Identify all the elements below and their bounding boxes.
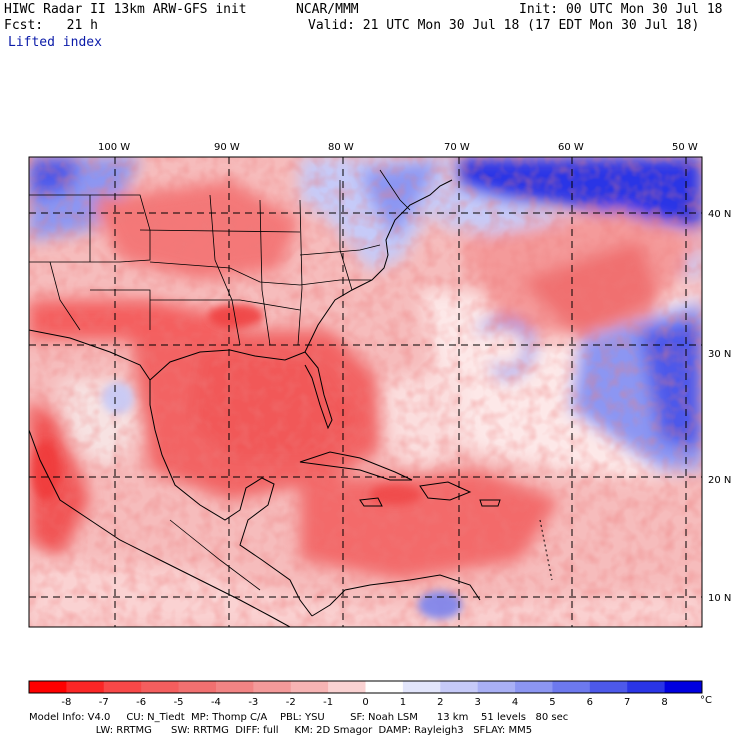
header-title: HIWC Radar II 13km ARW-GFS init — [4, 2, 247, 17]
colorbar-tick-label: -4 — [211, 697, 221, 708]
colorbar-tick-label: -8 — [61, 697, 71, 708]
header-valid: Valid: 21 UTC Mon 30 Jul 18 (17 EDT Mon … — [308, 18, 700, 33]
lon-label: 90 W — [214, 142, 240, 153]
colorbar-swatch — [440, 681, 479, 693]
model-info-line1: Model Info: V4.0 CU: N_Tiedt MP: Thomp C… — [29, 712, 569, 723]
colorbar-swatch — [141, 681, 180, 693]
model-info-line2: LW: RRTMG SW: RRTMG DIFF: full KM: 2D Sm… — [29, 725, 533, 736]
colorbar-unit: °C — [700, 695, 712, 706]
colorbar-swatch — [589, 681, 628, 693]
colorbar-tick-label: 1 — [400, 697, 406, 708]
lon-label: 100 W — [98, 142, 130, 153]
map-field — [29, 157, 702, 627]
colorbar-tick-label: 5 — [549, 697, 555, 708]
lon-label: 50 W — [672, 142, 698, 153]
lat-label: 40 N — [708, 209, 731, 220]
lat-label: 30 N — [708, 349, 731, 360]
colorbar-swatch — [66, 681, 105, 693]
colorbar-swatch — [365, 681, 404, 693]
colorbar-tick-label: 0 — [362, 697, 368, 708]
colorbar-tick-label: -5 — [174, 697, 184, 708]
colorbar-tick-label: -7 — [99, 697, 109, 708]
colorbar-swatch — [402, 681, 441, 693]
colorbar-swatch — [215, 681, 254, 693]
colorbar-tick-label: 4 — [512, 697, 518, 708]
colorbar-swatch — [29, 681, 67, 693]
colorbar-swatch — [552, 681, 591, 693]
colorbar-tick-label: -6 — [136, 697, 146, 708]
field-name: Lifted index — [8, 35, 102, 50]
colorbar-swatch — [627, 681, 666, 693]
map-frame — [28, 156, 703, 628]
colorbar-swatch — [103, 681, 142, 693]
colorbar-swatch — [328, 681, 366, 693]
colorbar-labels: -8 -7 -6 -5 -4 -3 -2 -1 0 1 2 3 4 5 6 7 8 °C — [61, 695, 712, 708]
colorbar-tick-label: -1 — [323, 697, 333, 708]
colorbar-tick-label: -3 — [248, 697, 258, 708]
lat-label: 20 N — [708, 475, 731, 486]
colorbar-tick-label: -2 — [286, 697, 296, 708]
header-init: Init: 00 UTC Mon 30 Jul 18 — [519, 2, 723, 17]
colorbar-swatch — [178, 681, 217, 693]
graticule — [29, 157, 702, 627]
colorbar-swatch — [515, 681, 553, 693]
lat-labels: 40 N 30 N 20 N 10 N — [708, 209, 731, 604]
colorbar-tick-label: 8 — [661, 697, 667, 708]
lon-labels: 100 W 90 W 80 W 70 W 60 W 50 W — [98, 142, 698, 153]
colorbar-swatch — [253, 681, 292, 693]
colorbar-frame — [28, 680, 703, 694]
colorbar — [28, 680, 703, 694]
colorbar-swatch — [477, 681, 516, 693]
header-fcst: Fcst: 21 h — [4, 18, 98, 33]
colorbar-tick-label: 6 — [587, 697, 593, 708]
colorbar-swatch — [290, 681, 329, 693]
lon-label: 80 W — [328, 142, 354, 153]
lon-label: 60 W — [558, 142, 584, 153]
lon-label: 70 W — [444, 142, 470, 153]
state-borders — [29, 169, 411, 591]
lat-label: 10 N — [708, 593, 731, 604]
colorbar-swatch — [664, 681, 703, 693]
header-org: NCAR/MMM — [296, 2, 359, 17]
coastlines — [29, 179, 553, 627]
colorbar-tick-label: 2 — [437, 697, 443, 708]
colorbar-tick-label: 7 — [624, 697, 630, 708]
colorbar-tick-label: 3 — [474, 697, 480, 708]
